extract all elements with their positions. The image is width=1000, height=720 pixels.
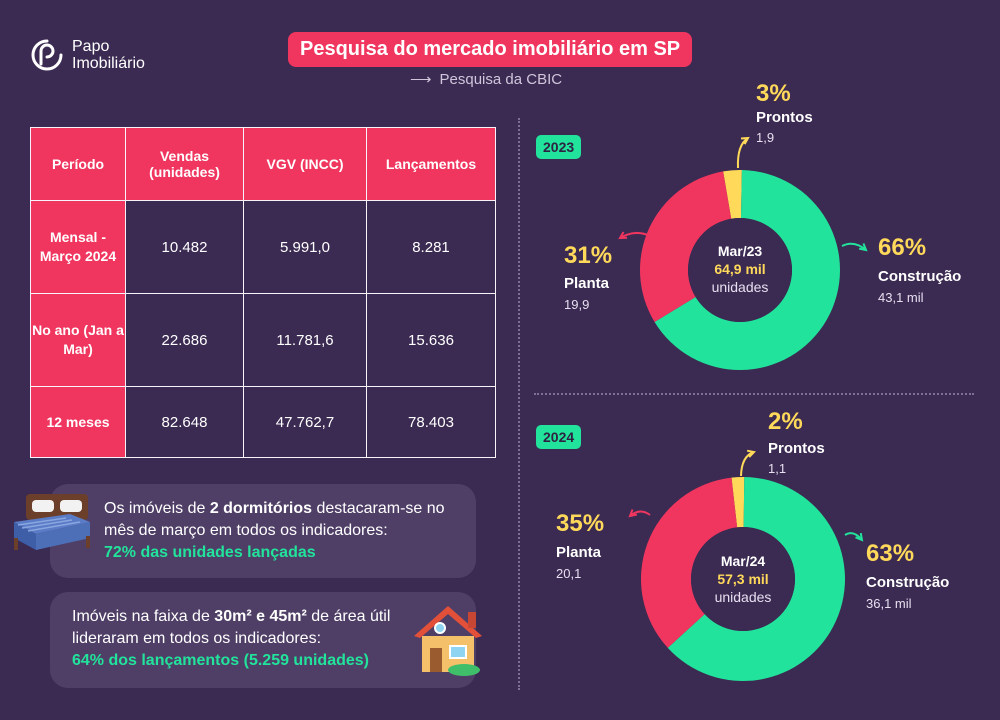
vertical-divider xyxy=(518,118,520,690)
badge-2024: 2024 xyxy=(536,425,582,449)
header-lancamentos: Lançamentos xyxy=(366,127,496,201)
cell-lancamentos: 78.403 xyxy=(366,386,496,458)
arrow-right-icon: ⟶ xyxy=(410,71,432,88)
pct-prontos-2023: 3% xyxy=(756,80,791,107)
arrow-head-icon xyxy=(855,532,864,542)
label-construcao-2023: Construção xyxy=(878,268,962,285)
brand-logo-icon xyxy=(31,39,63,71)
table-header-row: Período Vendas (unidades) VGV (INCC) Lan… xyxy=(30,127,496,201)
donut-slice-planta-2023 xyxy=(639,171,732,322)
donut-2024-center: Mar/24 57,3 mil unidades xyxy=(693,552,793,606)
cell-vendas: 82.648 xyxy=(125,386,244,458)
value-construcao-2023: 43,1 mil xyxy=(878,290,924,305)
arrow-head-icon xyxy=(858,243,868,252)
label-planta-2023: Planta xyxy=(564,275,610,292)
bed-icon xyxy=(14,494,90,550)
house-icon xyxy=(414,606,482,676)
pct-prontos-2024: 2% xyxy=(768,408,803,435)
callout-1-pre: Os imóveis de xyxy=(104,500,210,517)
badge-2023: 2023 xyxy=(536,135,582,159)
value-prontos-2023: 1,9 xyxy=(756,130,775,145)
cell-vendas: 10.482 xyxy=(125,200,244,294)
subtitle-text: Pesquisa da CBIC xyxy=(439,70,563,88)
arrow-head-icon xyxy=(628,509,638,518)
callout-2-highlight: 64% dos lançamentos (5.259 unidades) xyxy=(72,652,369,669)
arrow-head-icon xyxy=(740,136,750,145)
value-planta-2024: 20,1 xyxy=(556,566,582,581)
row-period: 12 meses xyxy=(30,386,126,458)
callout-area: Imóveis na faixa de 30m² e 45m² de área … xyxy=(50,592,476,688)
value-planta-2023: 19,9 xyxy=(564,297,590,312)
donut-slice-construcao-2023 xyxy=(654,170,841,370)
value-construcao-2024: 36,1 mil xyxy=(866,596,912,611)
donut-slice-prontos-2024 xyxy=(731,477,745,528)
horizontal-divider xyxy=(534,393,974,395)
header-periodo: Período xyxy=(30,127,126,201)
callout-1-bold: 2 dormitórios xyxy=(209,500,313,517)
pct-construcao-2024: 63% xyxy=(866,540,915,567)
page-subtitle: ⟶ Pesquisa da CBIC xyxy=(410,70,563,89)
value-prontos-2024: 1,1 xyxy=(768,461,787,476)
center-total: 64,9 mil xyxy=(714,261,766,277)
pct-planta-2023: 31% xyxy=(564,242,613,269)
donut-hole-2023 xyxy=(688,218,792,322)
label-prontos-2023: Prontos xyxy=(756,109,813,126)
donut-slice-planta-2024 xyxy=(641,477,738,648)
cell-vgv: 5.991,0 xyxy=(243,200,367,294)
row-period: Mensal - Março 2024 xyxy=(30,200,126,294)
donut-2023-center: Mar/23 64,9 mil unidades xyxy=(690,242,790,296)
callout-1-post: destacaram-se no mês de março em todos o… xyxy=(104,500,445,539)
donut-slice-construcao-2024 xyxy=(667,477,846,681)
center-unit: unidades xyxy=(714,589,772,605)
donut-hole-2024 xyxy=(691,527,795,631)
header-vgv: VGV (INCC) xyxy=(243,127,367,201)
callout-2-post: de área útil lideraram em todos os indic… xyxy=(72,608,391,647)
arrow-head-icon xyxy=(618,231,628,240)
brand-line-2: Imobiliário xyxy=(72,55,145,72)
label-prontos-2024: Prontos xyxy=(768,440,825,457)
cell-vgv: 11.781,6 xyxy=(243,293,367,387)
market-table: Período Vendas (unidades) VGV (INCC) Lan… xyxy=(30,127,496,458)
label-planta-2024: Planta xyxy=(556,544,602,561)
arrow-head-icon xyxy=(746,449,756,458)
brand-name: Papo Imobiliário xyxy=(72,38,145,72)
table-row: 12 meses 82.648 47.762,7 78.403 xyxy=(30,386,496,458)
center-label: Mar/23 xyxy=(717,243,763,259)
page-title: Pesquisa do mercado imobiliário em SP xyxy=(288,32,693,67)
callout-1-highlight: 72% das unidades lançadas xyxy=(104,544,316,561)
donut-slice-prontos-2023 xyxy=(723,170,742,219)
arrow-icon xyxy=(619,232,651,239)
arrow-icon xyxy=(740,451,755,477)
pct-planta-2024: 35% xyxy=(556,510,605,537)
center-label: Mar/24 xyxy=(720,553,766,569)
callout-2-bold: 30m² e 45m² xyxy=(214,608,307,625)
brand-line-1: Papo xyxy=(72,38,110,55)
label-construcao-2024: Construção xyxy=(866,574,950,591)
callout-bedrooms: Os imóveis de 2 dormitórios destacaram-s… xyxy=(50,484,476,578)
pct-construcao-2023: 66% xyxy=(878,234,927,261)
brand-logo: Papo Imobiliário xyxy=(30,38,145,72)
center-unit: unidades xyxy=(711,279,769,295)
header-vendas: Vendas (unidades) xyxy=(125,127,244,201)
arrow-icon xyxy=(841,242,867,251)
cell-vendas: 22.686 xyxy=(125,293,244,387)
center-total: 57,3 mil xyxy=(717,571,769,587)
callout-2-pre: Imóveis na faixa de xyxy=(72,608,215,625)
cell-vgv: 47.762,7 xyxy=(243,386,367,458)
